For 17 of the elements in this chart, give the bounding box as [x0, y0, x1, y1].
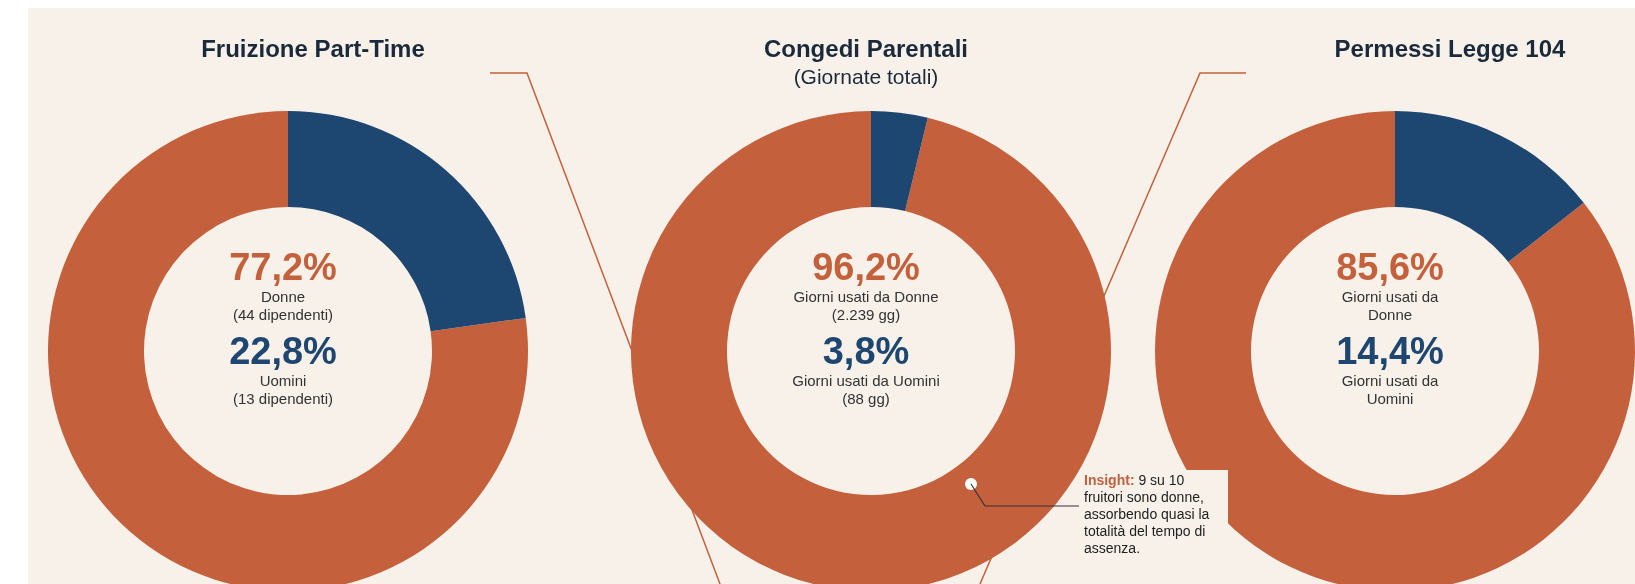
text: Giorni usati da Donne (2.239 gg) [792, 288, 940, 324]
chart-title: Fruizione Part-Time [200, 34, 426, 64]
text: 14,4% [1335, 330, 1445, 372]
text: Giorni usati da Donne [1340, 288, 1440, 324]
text: 3,8% [821, 330, 911, 372]
text: Giorni usati da Uomini (88 gg) [791, 372, 941, 408]
text: 22,8% [228, 330, 338, 372]
text: 77,2% [228, 246, 338, 288]
text: 85,6% [1335, 246, 1445, 288]
text: Donne (44 dipendenti) [231, 288, 335, 324]
chart-title: Congedi Parentali [762, 34, 969, 64]
text: Insight: 9 su 10 fruitori sono donne, assorbendo quasi la totalità del tempo di assenza. [1080, 470, 1228, 559]
text: Giorni usati da Uomini [1340, 372, 1440, 408]
text: Uomini (13 dipendenti) [231, 372, 335, 408]
text: 96,2% [811, 246, 921, 288]
chart-subtitle: (Giornate totali) [792, 64, 940, 90]
chart-title: Permessi Legge 104 [1333, 34, 1567, 64]
